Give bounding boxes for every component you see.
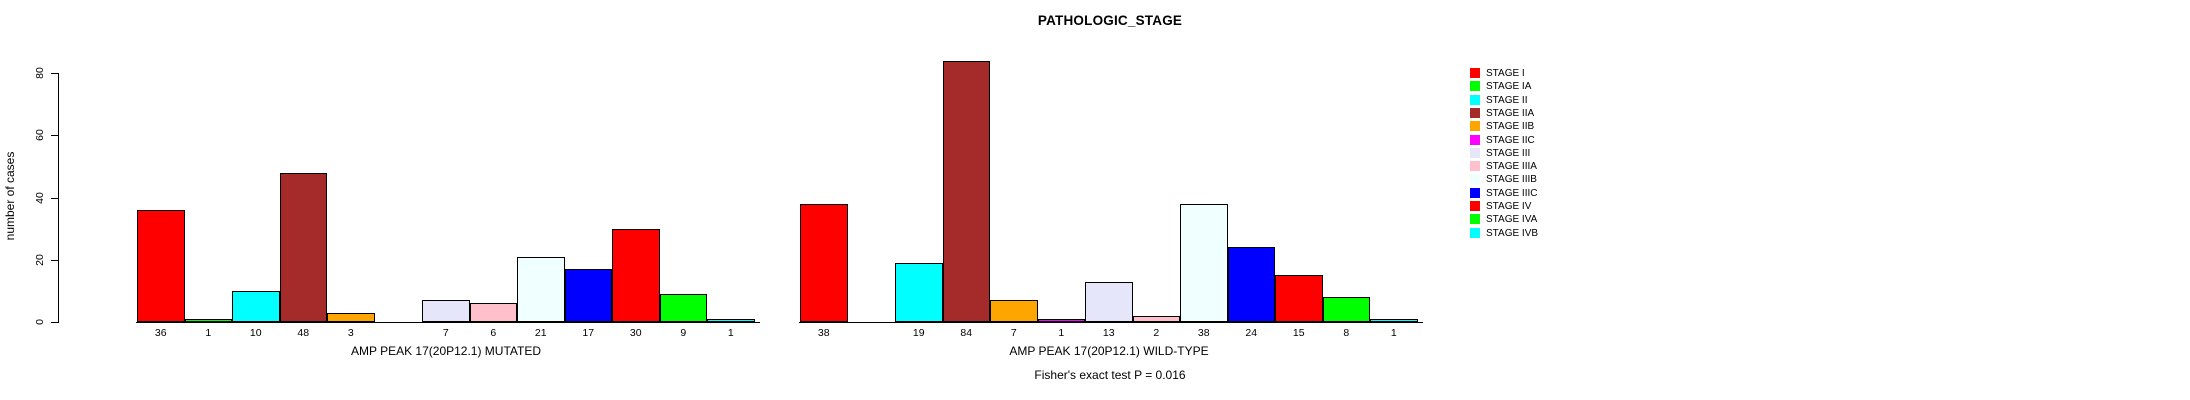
bar-count-label: 1 [727,327,734,339]
bar-count-label: 7 [442,327,449,339]
legend-swatch [1470,214,1480,225]
bar-stage-iib [990,300,1038,322]
legend-label: STAGE I [1486,68,1525,79]
y-tick-mark [51,197,58,199]
legend-label: STAGE IA [1486,81,1532,93]
legend-label: STAGE IIC [1486,134,1535,146]
bar-stage-iii [1085,282,1133,322]
legend-label: STAGE IIB [1486,121,1535,133]
bar-count-label: 13 [1102,327,1115,339]
y-tick-label: 0 [34,319,46,325]
bar-count-label: 21 [534,327,547,339]
y-tick-label: 40 [34,191,46,204]
bar-stage-ivb [707,319,755,322]
bar-stage-ivb [1370,319,1418,322]
legend-label: STAGE IIIA [1486,161,1537,173]
legend-swatch [1470,107,1480,118]
bar-stage-iib [327,313,375,322]
legend-swatch [1470,134,1480,145]
x-baseline [799,322,1423,323]
y-tick-label: 60 [34,129,46,142]
group-label-mutated: AMP PEAK 17(20P12.1) MUTATED [350,344,542,358]
bar-stage-iia [279,173,327,322]
bar-stage-iii [422,300,470,322]
bar-stage-iic [1037,319,1085,322]
bar-count-label: 10 [249,327,262,339]
y-tick-mark [51,322,58,323]
legend-label: STAGE III [1486,147,1531,159]
bar-count-label: 38 [1197,327,1210,339]
legend-swatch [1470,147,1480,158]
legend-swatch [1470,94,1480,105]
fisher-test-footnote: Fisher's exact test P = 0.016 [1034,368,1186,382]
bar-count-label: 17 [582,327,595,339]
bar-count-label: 1 [1390,327,1397,339]
legend-swatch [1470,68,1480,78]
bar-count-label: 1 [1058,327,1065,339]
bar-stage-i [137,210,185,322]
legend-label: STAGE IV [1486,201,1532,212]
bar-count-label: 38 [817,327,830,339]
chart-title: PATHOLOGIC_STAGE [1037,13,1183,28]
legend-swatch [1470,81,1480,92]
y-axis-title: number of cases [3,151,17,241]
legend-swatch [1470,174,1480,185]
legend-swatch [1470,227,1480,238]
y-tick-label: 80 [34,67,46,79]
legend-swatch [1470,161,1480,172]
bar-count-label: 48 [297,327,310,339]
bar-count-label: 36 [154,327,167,339]
x-baseline [136,322,760,323]
bar-stage-iv [1275,275,1323,322]
legend-label: STAGE IIIB [1486,174,1537,186]
bar-stage-iiib [517,257,565,322]
bar-stage-iva [1322,297,1370,322]
y-axis-line [58,73,59,323]
legend-swatch [1470,201,1480,211]
y-tick-mark [51,259,58,261]
y-tick-mark [51,135,58,137]
bar-stage-iva [659,294,707,322]
bar-count-label: 6 [490,327,497,339]
bar-stage-iiia [1132,316,1180,322]
group-label-wildtype: AMP PEAK 17(20P12.1) WILD-TYPE [1009,344,1209,358]
bar-stage-iia [942,61,990,322]
bar-stage-ii [895,263,943,322]
bar-count-label: 7 [1010,327,1017,339]
bar-stage-iiic [1227,247,1275,322]
bar-count-label: 9 [680,327,687,339]
bar-stage-iiic [564,269,612,322]
bar-count-label: 84 [960,327,973,339]
legend-swatch [1470,121,1480,132]
bar-stage-ii [232,291,280,322]
legend-label: STAGE IIA [1486,107,1535,119]
bar-count-label: 19 [912,327,925,339]
legend-label: STAGE IVB [1486,227,1539,239]
legend-label: STAGE IVA [1486,214,1538,226]
y-tick-label: 20 [34,253,46,266]
legend-label: STAGE II [1486,94,1528,106]
legend-label: STAGE IIIC [1486,187,1538,199]
legend-swatch [1470,187,1480,198]
bar-count-label: 24 [1245,327,1258,339]
y-tick-mark [51,73,58,74]
bar-count-label: 3 [347,327,354,339]
bar-stage-iv [612,229,660,322]
bar-count-label: 2 [1153,327,1160,339]
bar-stage-ia [184,319,232,322]
bar-count-label: 1 [205,327,212,339]
bar-count-label: 8 [1343,327,1350,339]
bar-stage-i [800,204,848,322]
bar-count-label: 15 [1292,327,1305,339]
bar-count-label: 30 [629,327,642,339]
bar-stage-iiib [1180,204,1228,322]
bar-stage-iiia [469,303,517,322]
